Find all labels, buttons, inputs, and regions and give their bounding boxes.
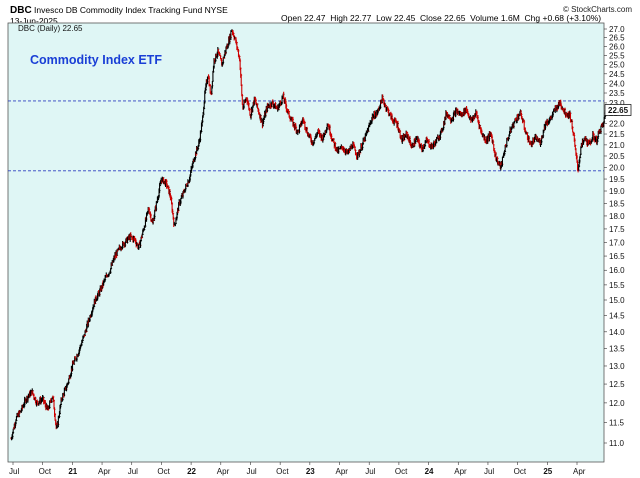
y-tick-label: 21.0: [609, 141, 625, 150]
stockcharts-brand: © StockCharts.com: [562, 5, 632, 14]
ohlc-summary: Open 22.47 High 22.77 Low 22.45 Close 22…: [281, 13, 601, 23]
change-label: Chg: [524, 13, 541, 23]
y-tick-label: 13.5: [609, 345, 625, 354]
x-tick-label: Jul: [9, 467, 19, 476]
y-tick-label: 11.5: [609, 419, 625, 428]
low-label: Low: [376, 13, 392, 23]
y-tick-label: 17.0: [609, 238, 625, 247]
close-label: Close: [420, 13, 442, 23]
y-tick-label: 23.0: [609, 99, 625, 108]
change-value: +0.68 (+3.10%): [542, 13, 602, 23]
y-tick-label: 25.5: [609, 51, 625, 60]
y-tick-label: 15.0: [609, 296, 625, 305]
ticker-symbol: DBC: [10, 5, 32, 16]
close-value: 22.65: [444, 13, 466, 23]
last-price-label: 22.65: [608, 106, 629, 115]
open-value: 22.47: [304, 13, 326, 23]
y-tick-label: 26.0: [609, 42, 625, 51]
y-tick-label: 16.5: [609, 252, 625, 261]
x-tick-label: Apr: [454, 467, 467, 476]
x-tick-label: Jul: [484, 467, 494, 476]
y-tick-label: 19.5: [609, 175, 625, 184]
y-tick-label: 17.5: [609, 225, 625, 234]
y-tick-label: 18.5: [609, 199, 625, 208]
fund-name: Invesco DB Commodity Index Tracking Fund: [34, 5, 203, 15]
high-label: High: [330, 13, 348, 23]
y-tick-label: 13.0: [609, 362, 625, 371]
y-tick-label: 20.0: [609, 163, 625, 172]
y-tick-label: 14.0: [609, 328, 625, 337]
y-tick-label: 18.0: [609, 212, 625, 221]
plot-area: [7, 22, 605, 463]
y-tick-label: 22.0: [609, 119, 625, 128]
y-tick-label: 19.0: [609, 187, 625, 196]
y-tick-label: 26.5: [609, 34, 625, 43]
y-tick-label: 14.5: [609, 312, 625, 321]
x-tick-label: Oct: [395, 467, 408, 476]
y-tick-label: 25.0: [609, 60, 625, 69]
y-tick-label: 23.5: [609, 89, 625, 98]
x-tick-label: 21: [68, 467, 77, 476]
exchange-label: NYSE: [204, 5, 228, 15]
x-tick-label: Jul: [128, 467, 138, 476]
x-tick-label: Jul: [365, 467, 375, 476]
x-tick-label: Oct: [157, 467, 170, 476]
y-tick-label: 12.5: [609, 380, 625, 389]
y-tick-label: 15.5: [609, 281, 625, 290]
y-tick-label: 27.0: [609, 25, 625, 34]
x-tick-label: Apr: [98, 467, 111, 476]
high-value: 22.77: [350, 13, 372, 23]
chart-title: Commodity Index ETF: [30, 53, 162, 67]
chart-header-symbol: DBC Invesco DB Commodity Index Tracking …: [10, 5, 228, 16]
y-tick-label: 24.0: [609, 79, 625, 88]
y-tick-label: 16.0: [609, 266, 625, 275]
x-tick-label: 23: [306, 467, 315, 476]
x-tick-label: Oct: [514, 467, 527, 476]
chart-date: 13-Jun-2025: [10, 16, 58, 26]
y-tick-label: 24.5: [609, 70, 625, 79]
x-tick-label: Oct: [276, 467, 289, 476]
volume-label: Volume: [470, 13, 499, 23]
last-price-box: [604, 104, 632, 116]
y-tick-label: 12.0: [609, 399, 625, 408]
x-tick-label: 25: [543, 467, 552, 476]
low-value: 22.45: [394, 13, 416, 23]
y-tick-label: 21.5: [609, 130, 625, 139]
x-tick-label: 22: [187, 467, 196, 476]
x-tick-label: Jul: [246, 467, 256, 476]
legend-text: DBC (Daily) 22.65: [18, 24, 83, 33]
x-tick-label: Oct: [39, 467, 52, 476]
x-tick-label: Apr: [573, 467, 586, 476]
open-label: Open: [281, 13, 302, 23]
y-tick-label: 11.0: [609, 439, 625, 448]
x-tick-label: Apr: [217, 467, 230, 476]
y-tick-label: 20.5: [609, 152, 625, 161]
x-tick-label: Apr: [336, 467, 349, 476]
x-tick-label: 24: [425, 467, 434, 476]
volume-value: 1.6M: [500, 13, 520, 23]
